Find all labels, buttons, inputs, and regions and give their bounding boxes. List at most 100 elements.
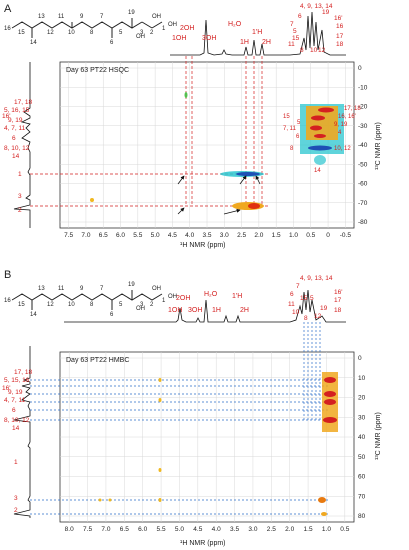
x-tick-label: 3.0 bbox=[220, 232, 229, 239]
proton-label: 2OH bbox=[180, 25, 194, 32]
proton-label: 4, 9, 13, 14 bbox=[300, 275, 333, 282]
x-tick-label: 7.5 bbox=[64, 232, 73, 239]
y-tick-label: -50 bbox=[358, 161, 368, 168]
carbon-label: 17, 18 bbox=[14, 99, 32, 106]
x-tick-label: 3.5 bbox=[202, 232, 211, 239]
atom-number: 8 bbox=[90, 302, 94, 308]
atom-number: 5 bbox=[119, 30, 123, 36]
atom-number: 5 bbox=[119, 302, 123, 308]
atom-number: 7 bbox=[100, 286, 104, 292]
carbon-label: 4, 7, 11 bbox=[4, 397, 26, 404]
atom-number: 16 bbox=[4, 298, 11, 304]
proton-label: 1OH bbox=[168, 307, 182, 314]
atom-number: 10 bbox=[68, 30, 75, 36]
proton-label: 12 bbox=[318, 47, 326, 54]
proton-label: 1'H bbox=[252, 29, 262, 36]
carbon-label: 2 bbox=[18, 207, 22, 214]
proton-label: 19 bbox=[320, 305, 328, 312]
crosspeak-label: 6 bbox=[296, 134, 300, 140]
carbon-label: 9, 19 bbox=[8, 117, 23, 124]
hmbc-grid bbox=[60, 352, 354, 522]
x-tick-label: 4.5 bbox=[168, 232, 177, 239]
x-tick-label: 0 bbox=[326, 232, 330, 239]
carbon-label: 6 bbox=[12, 407, 16, 414]
proton-label: 5 bbox=[293, 28, 297, 35]
atom-number: 6 bbox=[110, 312, 114, 318]
y-tick-label: -30 bbox=[358, 123, 368, 130]
x-tick-label: 4.0 bbox=[212, 526, 221, 533]
proton-label: 16' bbox=[334, 289, 342, 296]
crosspeak-label: 17, 18 bbox=[344, 106, 361, 112]
proton-label: 7 bbox=[296, 283, 300, 290]
carbon-label: 5, 16, 15 bbox=[4, 107, 30, 114]
proton-label: 18 bbox=[334, 307, 342, 314]
crosspeaks bbox=[90, 92, 344, 210]
carbon-label: 2 bbox=[14, 507, 18, 514]
carbon-label: 16' bbox=[2, 385, 10, 392]
carbon-label: 1 bbox=[14, 459, 18, 466]
atom-number: 1 bbox=[162, 26, 166, 32]
y-tick-label: 0 bbox=[358, 355, 362, 362]
hydroxyl-group: OH bbox=[152, 14, 161, 20]
x-axis-title: ¹H NMR (ppm) bbox=[180, 242, 226, 249]
proton-label: 8 bbox=[304, 315, 308, 322]
carbon-label: 14 bbox=[12, 425, 20, 432]
atom-number: 3 bbox=[140, 302, 144, 308]
x-tick-label: 8.0 bbox=[65, 526, 74, 533]
x-tick-label: 6.0 bbox=[116, 232, 125, 239]
carbon-label: 17, 18 bbox=[14, 369, 32, 376]
x-tick-label: 4.5 bbox=[193, 526, 202, 533]
x-tick-label: 0.5 bbox=[306, 232, 315, 239]
x-axis-ticks: 8.0 7.5 7.0 6.5 6.0 5.5 5.0 4.5 4.0 3.5 3.0 2.5 2.0 1… bbox=[65, 526, 350, 533]
atom-number: 11 bbox=[58, 14, 65, 20]
y-tick-label: 60 bbox=[358, 474, 366, 481]
proton-top-labels: 2OH 1OH 3OH H₂O 1H 1'H 2H bbox=[172, 21, 271, 46]
y-tick-label: 10 bbox=[358, 375, 366, 382]
x-axis-ticks: 7.5 7.0 6.5 6.0 5.5 5.0 4.5 4.0 3.5 3.0 2.5 2.0 1.5 1… bbox=[64, 232, 351, 239]
atom-number: 16 bbox=[4, 26, 11, 32]
experiment-label: Day 63 PT22 HSQC bbox=[66, 67, 129, 74]
x-tick-label: 5.0 bbox=[151, 232, 160, 239]
proton-label: 16 bbox=[336, 23, 344, 30]
carbon-label: 3 bbox=[18, 193, 22, 200]
proton-label: 12 bbox=[314, 313, 322, 320]
hydroxyl-group: OH bbox=[136, 306, 145, 312]
carbon-label: 1 bbox=[18, 171, 22, 178]
y-tick-label: -20 bbox=[358, 104, 368, 111]
guide-lines bbox=[30, 322, 330, 515]
y-tick-label: -10 bbox=[358, 84, 368, 91]
x-tick-label: 7.5 bbox=[83, 526, 92, 533]
hydroxyl-group: OH bbox=[152, 286, 161, 292]
guide-lines bbox=[30, 56, 270, 207]
proton-label: 10 bbox=[292, 309, 300, 316]
atom-number: 1 bbox=[162, 298, 166, 304]
proton-label: 2H bbox=[262, 39, 271, 46]
carbon-label: 4, 7, 11 bbox=[4, 125, 26, 132]
panel-b: B 16 15 14 13 12 11 10 9 8 7 6 5 19 3 2 … bbox=[2, 269, 382, 547]
atom-number: 7 bbox=[100, 14, 104, 20]
x-tick-label: 4.0 bbox=[185, 232, 194, 239]
atom-number: 12 bbox=[47, 302, 54, 308]
proton-label: 17 bbox=[336, 33, 344, 40]
proton-label: 5 bbox=[310, 295, 314, 302]
carbon-projection-spectrum bbox=[13, 346, 31, 518]
proton-projection-spectrum bbox=[170, 11, 346, 56]
crosspeak-label: 16, 16' bbox=[338, 114, 356, 120]
y-tick-label: 20 bbox=[358, 395, 366, 402]
proton-label: 15 bbox=[292, 35, 300, 42]
x-tick-label: 5.5 bbox=[157, 526, 166, 533]
proton-label: 7 bbox=[290, 21, 294, 28]
proton-label: 8 bbox=[300, 47, 304, 54]
atom-number: 13 bbox=[38, 286, 45, 292]
panel-letter: A bbox=[4, 3, 12, 15]
arrows bbox=[177, 175, 261, 215]
x-tick-label: 1.5 bbox=[272, 232, 281, 239]
y-tick-label: 50 bbox=[358, 454, 366, 461]
atom-number: 3 bbox=[140, 30, 144, 36]
carbon-label: 8, 10, 12 bbox=[4, 417, 30, 424]
atom-number: 9 bbox=[80, 286, 84, 292]
proton-label: 15 bbox=[300, 295, 308, 302]
molecule-structure: 16 15 14 13 12 11 10 9 8 7 6 5 19 3 2 1 … bbox=[4, 282, 177, 318]
carbon-label: 16' bbox=[2, 113, 10, 120]
y-tick-label: -40 bbox=[358, 142, 368, 149]
